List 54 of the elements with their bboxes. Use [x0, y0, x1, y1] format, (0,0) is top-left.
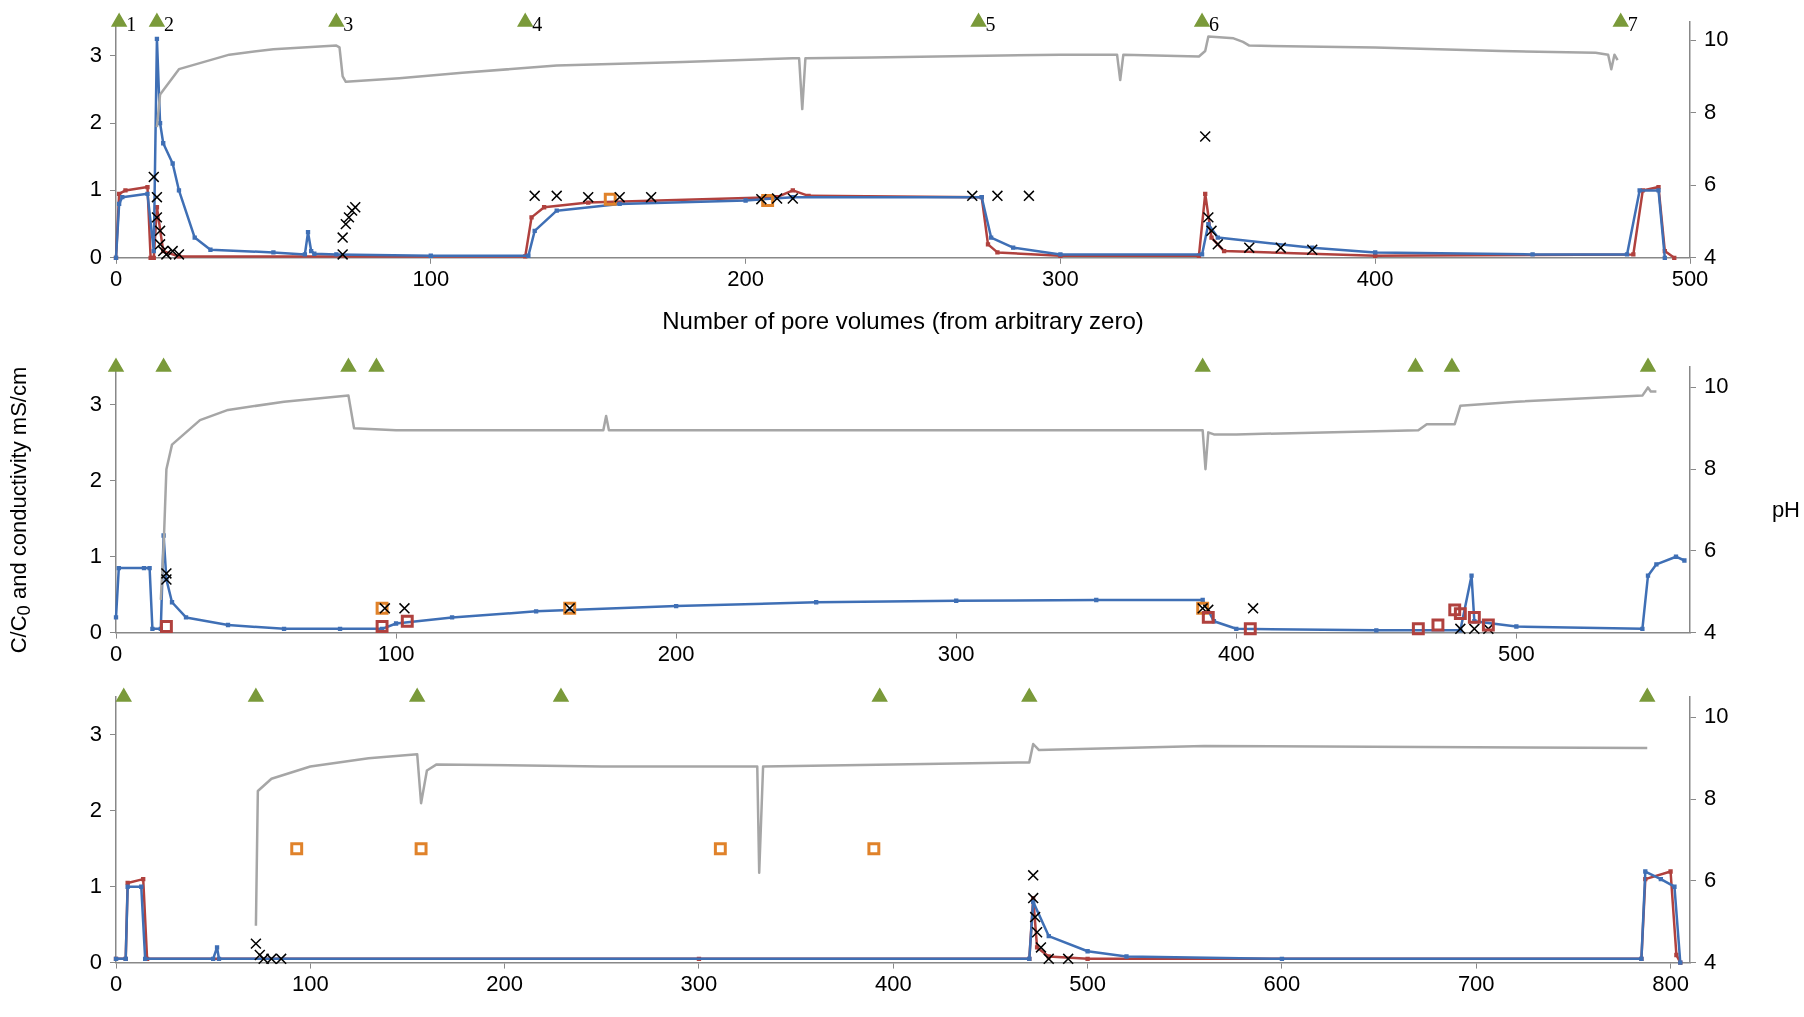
y-tick-label: 1 [89, 542, 102, 568]
y-tick-label: 0 [89, 243, 102, 269]
y-tick-label: 3 [89, 721, 102, 747]
x-tick-label: 500 [1069, 970, 1106, 996]
annotation: 1 [126, 13, 137, 36]
x-tick-label: 200 [486, 970, 523, 996]
x-tick-label: 0 [109, 266, 123, 292]
y-tick-label: 1 [89, 872, 102, 898]
x-tick-label: 500 [1498, 640, 1535, 666]
y2-tick-label: 8 [1704, 785, 1717, 811]
annotation: 5 [985, 13, 996, 36]
y2-tick-label: 8 [1704, 455, 1717, 481]
y2-tick-label: 6 [1704, 866, 1717, 892]
x-tick-label: 200 [657, 640, 695, 666]
x-tick-label: 300 [937, 640, 975, 666]
annotation: 3 [343, 13, 354, 36]
y-tick-label: 3 [89, 391, 102, 417]
y2-tick-label: 4 [1704, 243, 1717, 269]
y-tick-label: 0 [89, 618, 102, 644]
y-tick-label: 2 [89, 796, 102, 822]
x-tick-label: 800 [1652, 970, 1689, 996]
x-tick-label: 400 [1217, 640, 1255, 666]
x-tick-label: 300 [1042, 266, 1079, 292]
x-tick-label: 0 [109, 640, 123, 666]
x-tick-label: 400 [874, 970, 912, 996]
x-axis-title: Number of pore volumes (from arbitrary zero) [662, 307, 1144, 335]
y-tick-label: 2 [89, 109, 102, 135]
annotation: 2 [163, 13, 174, 36]
y2-tick-label: 10 [1704, 373, 1729, 399]
x-tick-label: 100 [412, 266, 450, 292]
x-tick-label: 700 [1457, 970, 1495, 996]
annotation: 6 [1209, 13, 1220, 36]
y2-tick-label: 8 [1704, 98, 1717, 124]
x-tick-label: 200 [727, 266, 764, 292]
x-tick-label: 100 [291, 970, 329, 996]
x-tick-label: 500 [1671, 266, 1709, 292]
y2-axis-title: pH [1771, 497, 1800, 523]
x-tick-label: 0 [109, 970, 123, 996]
x-tick-label: 600 [1263, 970, 1301, 996]
y-tick-label: 0 [89, 948, 102, 974]
y2-tick-label: 10 [1704, 26, 1729, 52]
y-tick-label: 2 [89, 466, 102, 492]
y2-tick-label: 4 [1704, 948, 1717, 974]
x-tick-label: 300 [680, 970, 718, 996]
annotation: 7 [1627, 13, 1638, 36]
y-tick-label: 1 [89, 176, 102, 202]
y2-tick-label: 10 [1704, 703, 1729, 729]
annotation: 4 [532, 13, 543, 36]
y2-tick-label: 6 [1704, 536, 1717, 562]
y2-tick-label: 6 [1704, 171, 1717, 197]
x-tick-label: 100 [377, 640, 415, 666]
y-tick-label: 3 [89, 41, 102, 67]
x-tick-label: 400 [1356, 266, 1394, 292]
y2-tick-label: 4 [1704, 618, 1717, 644]
